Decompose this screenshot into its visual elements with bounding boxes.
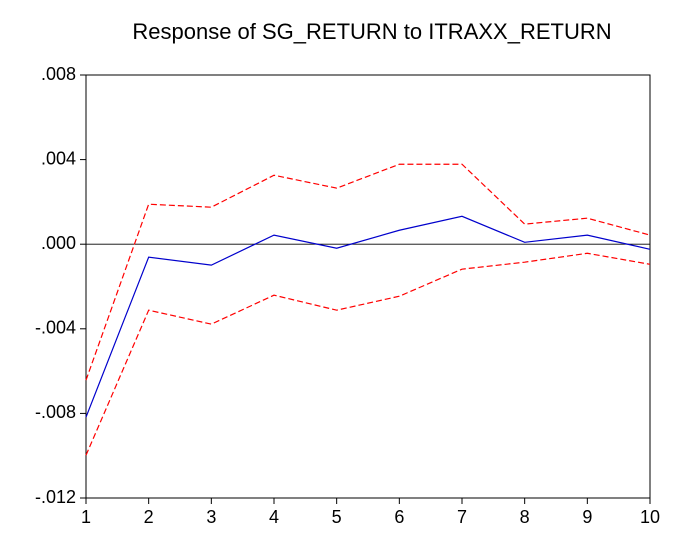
x-tick-label: 1 <box>81 507 91 527</box>
x-tick-label: 2 <box>144 507 154 527</box>
x-tick-label: 5 <box>332 507 342 527</box>
x-tick-label: 3 <box>206 507 216 527</box>
y-tick-label: -.008 <box>35 402 76 422</box>
x-tick-label: 9 <box>582 507 592 527</box>
x-tick-label: 6 <box>394 507 404 527</box>
y-tick-label: .008 <box>41 64 76 84</box>
chart-title: Response of SG_RETURN to ITRAXX_RETURN <box>132 19 611 44</box>
series-line <box>85 252 651 456</box>
x-tick-label: 7 <box>457 507 467 527</box>
y-tick-label: -.004 <box>35 318 76 338</box>
y-tick-label: -.012 <box>35 487 76 507</box>
series-line <box>85 215 651 418</box>
series-line <box>85 163 651 381</box>
plot-frame <box>85 74 651 499</box>
x-tick-label: 10 <box>640 507 660 527</box>
x-tick-label: 4 <box>269 507 279 527</box>
y-tick-label: .004 <box>41 148 76 168</box>
y-tick-label: .000 <box>41 233 76 253</box>
x-tick-label: 8 <box>520 507 530 527</box>
